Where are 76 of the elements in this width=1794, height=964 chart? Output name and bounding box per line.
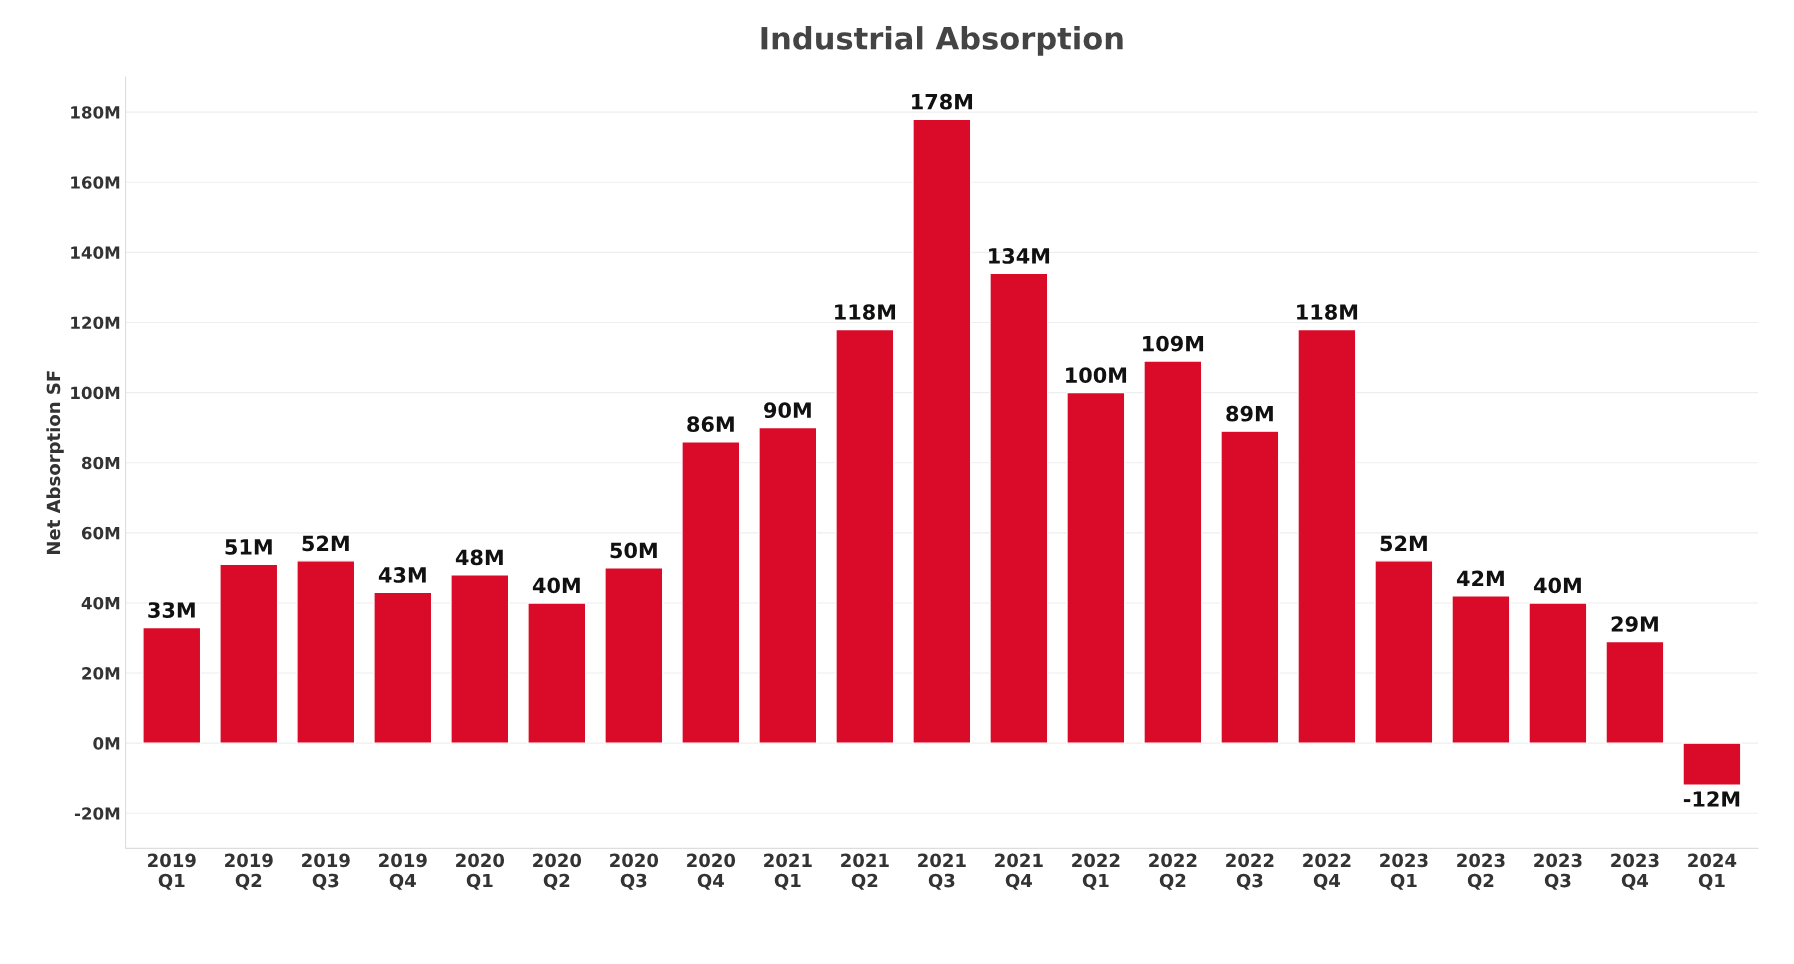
x-tick-label: 2023 Q1: [1380, 853, 1428, 890]
data-label: 118M: [835, 304, 896, 320]
y-tick-label: 20M: [82, 667, 120, 680]
bar: [1066, 391, 1126, 744]
data-label: 50M: [610, 542, 657, 559]
x-tick-label: 2020 Q2: [533, 853, 582, 890]
bar: [296, 560, 356, 744]
x-tick-label: 2022 Q2: [1149, 853, 1197, 890]
data-label: 40M: [532, 577, 580, 594]
x-tick-label: 2019 Q4: [379, 853, 427, 890]
data-label: 43M: [378, 567, 426, 583]
x-tick-label: 2019 Q1: [148, 853, 196, 890]
bar: [681, 440, 741, 744]
data-label: 109M: [1143, 335, 1204, 352]
data-label: 100M: [1066, 367, 1127, 384]
data-label: 42M: [1456, 570, 1504, 587]
data-label: 118M: [1297, 304, 1358, 320]
data-label: 52M: [302, 535, 349, 552]
x-tick-label: 2021 Q3: [918, 853, 966, 890]
y-tick-label: 100M: [71, 386, 120, 400]
bar: [1682, 742, 1742, 786]
x-tick-label: 2023 Q4: [1611, 853, 1659, 890]
x-tick-label: 2022 Q4: [1303, 853, 1351, 890]
x-tick-label: 2021 Q4: [995, 853, 1043, 890]
x-tick-label: 2019 Q2: [225, 853, 273, 890]
x-tick-label: 2019 Q3: [302, 853, 350, 890]
y-tick-label: 180M: [71, 106, 120, 119]
data-label: 48M: [455, 549, 503, 566]
chart-title: Industrial Absorption: [761, 26, 1123, 56]
data-label: 90M: [764, 402, 811, 419]
y-tick-label: 160M: [71, 176, 120, 189]
bar: [1451, 595, 1511, 744]
bar: [758, 426, 818, 744]
y-tick-label: -20M: [74, 807, 120, 820]
data-label: 134M: [989, 248, 1050, 264]
y-tick-label: 60M: [81, 526, 120, 540]
bar: [373, 591, 433, 744]
data-label: 86M: [687, 416, 734, 433]
y-tick-label: 40M: [81, 596, 120, 610]
bar: [835, 328, 895, 744]
x-tick-label: 2020 Q3: [610, 853, 659, 890]
x-tick-label: 2023 Q2: [1457, 853, 1505, 890]
bar: [1374, 560, 1434, 744]
bar: [527, 602, 587, 744]
x-tick-label: 2021 Q1: [764, 853, 812, 890]
bar: [912, 118, 972, 744]
data-label: 89M: [1226, 405, 1273, 422]
y-axis-title: Net Absorption SF: [46, 371, 64, 554]
x-tick-label: 2024 Q1: [1688, 853, 1737, 890]
bar: [989, 272, 1049, 744]
bar: [1220, 430, 1280, 744]
bar: [1143, 360, 1203, 744]
y-tick-label: 0M: [93, 737, 120, 750]
data-label: 51M: [225, 539, 272, 555]
data-label: 178M: [912, 93, 973, 110]
x-tick-label: 2021 Q2: [841, 853, 889, 890]
y-tick-label: 80M: [81, 456, 120, 470]
bar: [219, 563, 279, 744]
x-tick-label: 2020 Q4: [687, 853, 736, 890]
x-tick-label: 2022 Q1: [1072, 853, 1120, 890]
data-label: 52M: [1380, 535, 1427, 552]
bar: [1297, 328, 1357, 744]
data-label: 29M: [1611, 616, 1658, 632]
x-tick-label: 2022 Q3: [1226, 853, 1274, 890]
bar: [1528, 602, 1588, 744]
y-tick-label: 140M: [71, 246, 120, 259]
bar: [450, 574, 510, 744]
bar: [142, 626, 202, 744]
y-tick-label: 120M: [71, 316, 120, 330]
x-tick-label: 2020 Q1: [456, 853, 505, 890]
x-tick-label: 2023 Q3: [1534, 853, 1582, 890]
data-label: -12M: [1683, 791, 1740, 807]
bar: [1605, 640, 1665, 744]
data-label: 33M: [148, 602, 195, 618]
data-label: 40M: [1533, 577, 1581, 594]
bar: [604, 567, 664, 744]
